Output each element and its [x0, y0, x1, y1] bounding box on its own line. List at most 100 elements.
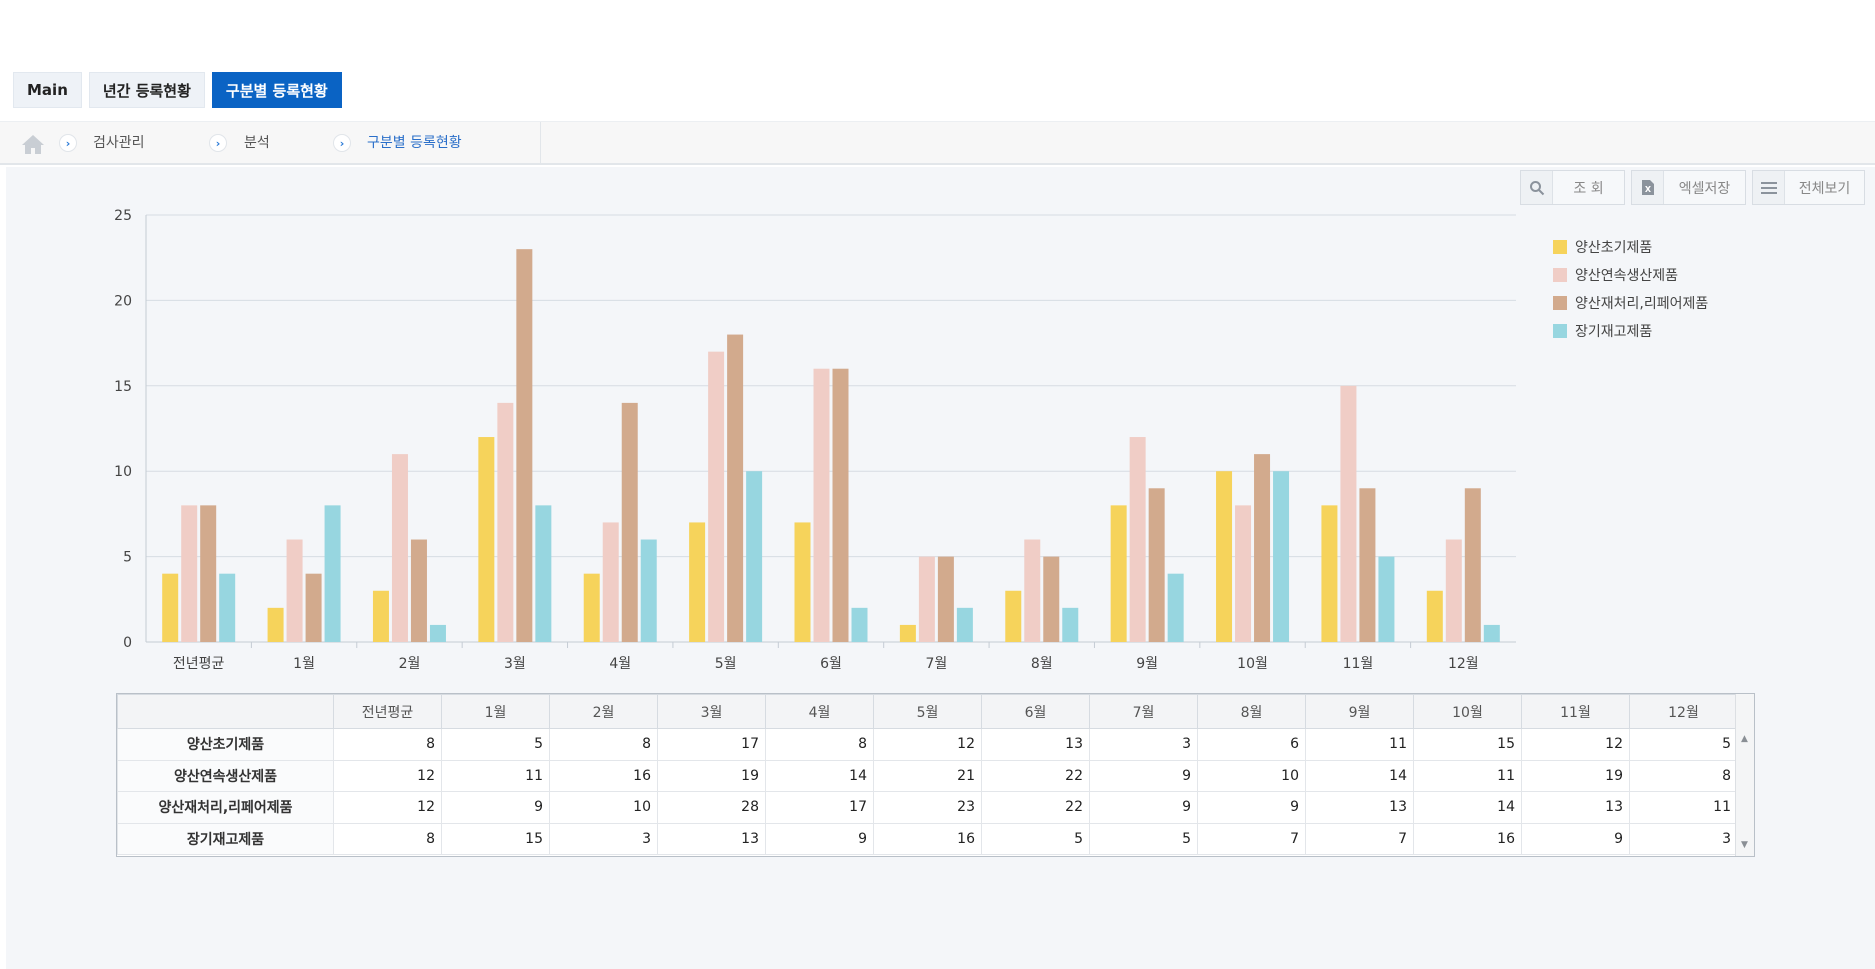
table-cell[interactable]: 9 [1521, 822, 1630, 855]
table-cell[interactable]: 21 [873, 759, 982, 792]
column-header[interactable]: 10월 [1413, 694, 1522, 729]
table-cell[interactable]: 17 [657, 728, 766, 761]
legend-item[interactable]: 양산초기제품 [1553, 233, 1708, 261]
table-cell[interactable]: 3 [1089, 728, 1198, 761]
column-header[interactable]: 12월 [1629, 694, 1738, 729]
bar [689, 522, 706, 642]
table-cell[interactable]: 5 [1629, 728, 1738, 761]
table-cell[interactable]: 11 [1413, 759, 1522, 792]
table-cell[interactable]: 16 [873, 822, 982, 855]
column-header[interactable]: 9월 [1305, 694, 1414, 729]
data-grid: 전년평균 1월 2월 3월 4월 5월 6월 7월 8월 9월 10월 11월 12월 양산초기제품 8 5… [116, 693, 1755, 857]
table-cell[interactable]: 11 [1305, 728, 1414, 761]
table-cell[interactable]: 5 [1089, 822, 1198, 855]
table-cell[interactable]: 3 [549, 822, 658, 855]
table-cell[interactable]: 10 [549, 791, 658, 824]
table-row[interactable]: 양산초기제품 8 5 8 17 8 12 13 3 6 11 15 12 5 [117, 728, 1738, 761]
legend-item[interactable]: 양산연속생산제품 [1553, 261, 1708, 289]
bar [1216, 471, 1233, 642]
tab-annual-registration[interactable]: 년간 등록현황 [88, 72, 205, 108]
home-icon[interactable] [20, 133, 46, 155]
column-header[interactable]: 7월 [1089, 694, 1198, 729]
table-cell[interactable]: 5 [981, 822, 1090, 855]
table-cell[interactable]: 7 [1197, 822, 1306, 855]
table-cell[interactable]: 13 [981, 728, 1090, 761]
table-cell[interactable]: 11 [441, 759, 550, 792]
table-cell[interactable]: 13 [657, 822, 766, 855]
column-header[interactable] [117, 694, 334, 729]
column-header[interactable]: 6월 [981, 694, 1090, 729]
bar [162, 573, 179, 642]
column-header[interactable]: 1월 [441, 694, 550, 729]
table-cell[interactable]: 8 [765, 728, 874, 761]
table-cell[interactable]: 15 [1413, 728, 1522, 761]
table-cell[interactable]: 8 [549, 728, 658, 761]
table-cell[interactable]: 22 [981, 759, 1090, 792]
table-cell[interactable]: 17 [765, 791, 874, 824]
table-cell[interactable]: 13 [1521, 791, 1630, 824]
table-cell[interactable]: 12 [333, 791, 442, 824]
table-cell[interactable]: 15 [441, 822, 550, 855]
table-cell[interactable]: 7 [1305, 822, 1414, 855]
x-tick-label: 4월 [609, 656, 631, 672]
column-header[interactable]: 5월 [873, 694, 982, 729]
table-cell[interactable]: 12 [1521, 728, 1630, 761]
table-cell[interactable]: 9 [1089, 759, 1198, 792]
tab-main[interactable]: Main [13, 72, 82, 108]
legend-item[interactable]: 장기재고제품 [1553, 317, 1708, 345]
table-cell[interactable]: 11 [1629, 791, 1738, 824]
table-cell[interactable]: 5 [441, 728, 550, 761]
legend-item[interactable]: 양산재처리,리페어제품 [1553, 289, 1708, 317]
table-cell[interactable]: 8 [333, 822, 442, 855]
table-cell[interactable]: 8 [333, 728, 442, 761]
table-cell[interactable]: 9 [765, 822, 874, 855]
table-cell[interactable]: 9 [441, 791, 550, 824]
table-cell[interactable]: 13 [1305, 791, 1414, 824]
tab-category-registration[interactable]: 구분별 등록현황 [211, 72, 342, 108]
table-row[interactable]: 양산재처리,리페어제품 12 9 10 28 17 23 22 9 9 13 14 13 11 [117, 791, 1738, 824]
table-cell[interactable]: 9 [1197, 791, 1306, 824]
vertical-scrollbar[interactable]: ▲ ▼ [1735, 694, 1754, 856]
bar [181, 505, 198, 642]
table-cell[interactable]: 10 [1197, 759, 1306, 792]
y-tick-label: 0 [123, 635, 132, 651]
x-tick-label: 7월 [925, 656, 947, 672]
table-cell[interactable]: 23 [873, 791, 982, 824]
bar [410, 539, 427, 642]
column-header[interactable]: 3월 [657, 694, 766, 729]
column-header[interactable]: 11월 [1521, 694, 1630, 729]
table-cell[interactable]: 9 [1089, 791, 1198, 824]
table-cell[interactable]: 28 [657, 791, 766, 824]
table-cell[interactable]: 16 [549, 759, 658, 792]
table-header-row: 전년평균 1월 2월 3월 4월 5월 6월 7월 8월 9월 10월 11월 12월 [117, 694, 1738, 729]
table-cell[interactable]: 3 [1629, 822, 1738, 855]
table-cell[interactable]: 19 [657, 759, 766, 792]
table-row[interactable]: 장기재고제품 8 15 3 13 9 16 5 5 7 7 16 9 3 [117, 822, 1738, 855]
table-cell[interactable]: 6 [1197, 728, 1306, 761]
x-tick-label: 5월 [715, 656, 737, 672]
bar [813, 368, 830, 642]
table-cell[interactable]: 14 [765, 759, 874, 792]
breadcrumb-item-analysis[interactable]: 분석 [244, 135, 270, 151]
bar [1483, 624, 1500, 642]
search-button[interactable]: 조 회 [1520, 170, 1625, 205]
table-cell[interactable]: 22 [981, 791, 1090, 824]
column-header[interactable]: 2월 [549, 694, 658, 729]
table-cell[interactable]: 19 [1521, 759, 1630, 792]
column-header[interactable]: 4월 [765, 694, 874, 729]
column-header[interactable]: 8월 [1197, 694, 1306, 729]
table-cell[interactable]: 8 [1629, 759, 1738, 792]
scroll-up-icon[interactable]: ▲ [1741, 734, 1748, 744]
scroll-down-icon[interactable]: ▼ [1741, 840, 1748, 850]
table-cell[interactable]: 12 [873, 728, 982, 761]
bar [1024, 539, 1041, 642]
breadcrumb-item-inspection[interactable]: 검사관리 [93, 135, 145, 151]
full-view-button[interactable]: 전체보기 [1752, 170, 1865, 205]
table-cell[interactable]: 16 [1413, 822, 1522, 855]
table-cell[interactable]: 14 [1413, 791, 1522, 824]
table-cell[interactable]: 12 [333, 759, 442, 792]
column-header[interactable]: 전년평균 [333, 694, 442, 729]
table-row[interactable]: 양산연속생산제품 12 11 16 19 14 21 22 9 10 14 11 19 8 [117, 759, 1738, 792]
table-cell[interactable]: 14 [1305, 759, 1414, 792]
excel-save-button[interactable]: X 엑셀저장 [1631, 170, 1746, 205]
